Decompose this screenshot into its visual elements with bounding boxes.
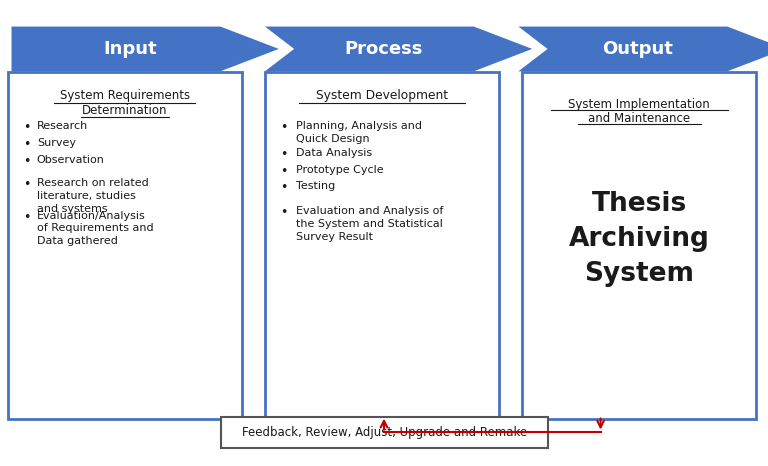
Text: Evaluation and Analysis of
the System and Statistical
Survey Result: Evaluation and Analysis of the System an… (296, 206, 443, 241)
Text: Prototype Cycle: Prototype Cycle (296, 165, 383, 175)
Text: Input: Input (104, 40, 157, 58)
Text: Evaluation/Analysis
of Requirements and
Data gathered: Evaluation/Analysis of Requirements and … (37, 211, 154, 246)
Text: •: • (280, 206, 288, 219)
Text: System Requirements: System Requirements (60, 89, 190, 103)
Text: •: • (23, 138, 31, 151)
Text: •: • (280, 165, 288, 178)
Polygon shape (265, 27, 532, 71)
Text: System Development: System Development (316, 89, 449, 103)
Text: Testing: Testing (296, 181, 335, 191)
Text: •: • (23, 121, 31, 134)
Text: Determination: Determination (82, 104, 167, 117)
Text: Observation: Observation (37, 155, 104, 164)
Text: and Maintenance: and Maintenance (588, 112, 690, 125)
Text: •: • (23, 211, 31, 224)
Text: Process: Process (345, 40, 423, 58)
FancyBboxPatch shape (221, 417, 548, 448)
FancyBboxPatch shape (265, 72, 499, 419)
Text: Research on related
literature, studies
and systems: Research on related literature, studies … (37, 178, 149, 213)
FancyBboxPatch shape (8, 72, 242, 419)
Text: System Implementation: System Implementation (568, 98, 710, 111)
Text: Feedback, Review, Adjust, Upgrade and Remake: Feedback, Review, Adjust, Upgrade and Re… (242, 426, 527, 439)
Text: •: • (23, 178, 31, 191)
Text: Thesis
Archiving
System: Thesis Archiving System (569, 191, 710, 287)
Text: •: • (23, 155, 31, 168)
Text: Data Analysis: Data Analysis (296, 148, 372, 158)
FancyBboxPatch shape (522, 72, 756, 419)
Text: •: • (280, 121, 288, 134)
Text: Output: Output (602, 40, 673, 58)
Text: •: • (280, 181, 288, 194)
Text: Planning, Analysis and
Quick Design: Planning, Analysis and Quick Design (296, 121, 422, 144)
Text: Survey: Survey (37, 138, 76, 148)
Text: •: • (280, 148, 288, 161)
Text: Research: Research (37, 121, 88, 131)
Polygon shape (12, 27, 279, 71)
Polygon shape (518, 27, 768, 71)
